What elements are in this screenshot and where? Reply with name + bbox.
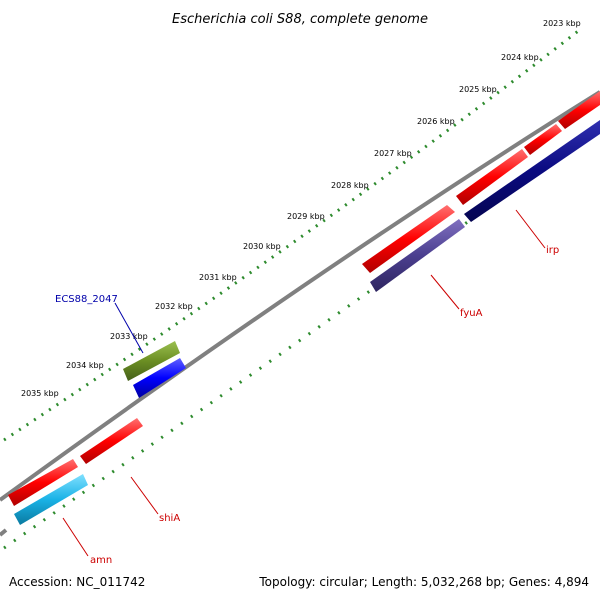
gene-label-fyuA[interactable]: fyuA — [460, 308, 483, 319]
outer-tick-ruler — [3, 26, 583, 442]
gene-arrow[interactable] — [558, 91, 600, 129]
gene-arrow[interactable] — [123, 341, 180, 381]
forward-genes — [8, 91, 600, 506]
kbp-label: 2035 kbp — [21, 389, 59, 398]
kbp-label: 2031 kbp — [199, 273, 237, 282]
gene-label-shiA[interactable]: shiA — [159, 513, 180, 524]
kbp-label: 2029 kbp — [287, 212, 325, 221]
gene-arrow[interactable] — [362, 205, 455, 273]
kbp-labels: 2023 kbp 2024 kbp 2025 kbp 2026 kbp 2027… — [21, 19, 581, 398]
genome-backbone — [0, 90, 600, 502]
gene-arrow[interactable] — [464, 120, 600, 222]
gene-label-ECS88-2047[interactable]: ECS88_2047 — [55, 294, 118, 305]
gene-arrow[interactable] — [8, 459, 78, 506]
leader-lines — [62, 209, 546, 557]
map-title: Escherichia coli S88, complete genome — [172, 12, 428, 27]
kbp-label: 2030 kbp — [243, 242, 281, 251]
gene-arrow[interactable] — [370, 219, 465, 292]
kbp-label: 2026 kbp — [417, 117, 455, 126]
gene-arrow[interactable] — [14, 474, 88, 525]
accession-text: Accession: NC_011742 — [9, 575, 145, 589]
gene-label-irp[interactable]: irp — [546, 245, 559, 256]
kbp-label: 2023 kbp — [543, 19, 581, 28]
kbp-label: 2025 kbp — [459, 85, 497, 94]
kbp-label: 2033 kbp — [110, 332, 148, 341]
kbp-label: 2024 kbp — [501, 53, 539, 62]
kbp-label: 2027 kbp — [374, 149, 412, 158]
kbp-label: 2032 kbp — [155, 302, 193, 311]
reverse-genes — [14, 120, 600, 525]
gene-arrow[interactable] — [80, 418, 143, 464]
kbp-label: 2028 kbp — [331, 181, 369, 190]
genome-summary-text: Topology: circular; Length: 5,032,268 bp… — [258, 575, 589, 589]
kbp-label: 2034 kbp — [66, 361, 104, 370]
gene-arrow[interactable] — [456, 149, 528, 205]
gene-arrow[interactable] — [133, 358, 186, 398]
gene-arrow[interactable] — [524, 124, 562, 155]
gene-label-amn[interactable]: amn — [90, 555, 112, 566]
genome-backbone-lower — [0, 528, 8, 537]
